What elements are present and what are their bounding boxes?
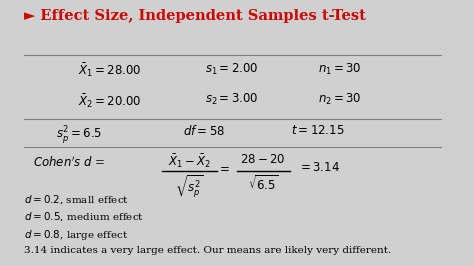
Text: 3.14 indicates a very large effect. Our means are likely very different.: 3.14 indicates a very large effect. Our …: [24, 246, 391, 255]
Text: $= 3.14$: $= 3.14$: [298, 161, 340, 174]
Text: $\bar{X}_1 = 28.00$: $\bar{X}_1 = 28.00$: [78, 62, 142, 80]
Text: $t  =  12.15$: $t = 12.15$: [292, 124, 345, 137]
Text: $s_p^2 = 6.5$: $s_p^2 = 6.5$: [56, 124, 102, 146]
Text: $28 - 20$: $28 - 20$: [240, 153, 286, 166]
Text: $=$: $=$: [217, 161, 230, 174]
Text: $d = 0.8$, large effect: $d = 0.8$, large effect: [24, 228, 128, 242]
Text: $s_2 = 3.00$: $s_2 = 3.00$: [205, 92, 259, 107]
Text: $\sqrt{6.5}$: $\sqrt{6.5}$: [248, 174, 278, 193]
Text: $\mathit{Cohen's\ d}$ =: $\mathit{Cohen's\ d}$ =: [33, 155, 106, 170]
Text: $\bar{X}_1 - \bar{X}_2$: $\bar{X}_1 - \bar{X}_2$: [168, 153, 211, 170]
Text: $df = 58$: $df = 58$: [182, 124, 225, 138]
Text: ► Effect Size, Independent Samples t-Test: ► Effect Size, Independent Samples t-Tes…: [24, 9, 366, 23]
Text: $s_1 = 2.00$: $s_1 = 2.00$: [205, 62, 259, 77]
Text: $n_2 = 30$: $n_2 = 30$: [319, 92, 362, 107]
Text: $\sqrt{s_p^2}$: $\sqrt{s_p^2}$: [175, 174, 203, 200]
Text: $d = 0.5$, medium effect: $d = 0.5$, medium effect: [24, 211, 144, 223]
Text: $\bar{X}_2 = 20.00$: $\bar{X}_2 = 20.00$: [78, 92, 142, 110]
Text: $d = 0.2$, small effect: $d = 0.2$, small effect: [24, 194, 129, 206]
Text: $n_1 = 30$: $n_1 = 30$: [319, 62, 362, 77]
